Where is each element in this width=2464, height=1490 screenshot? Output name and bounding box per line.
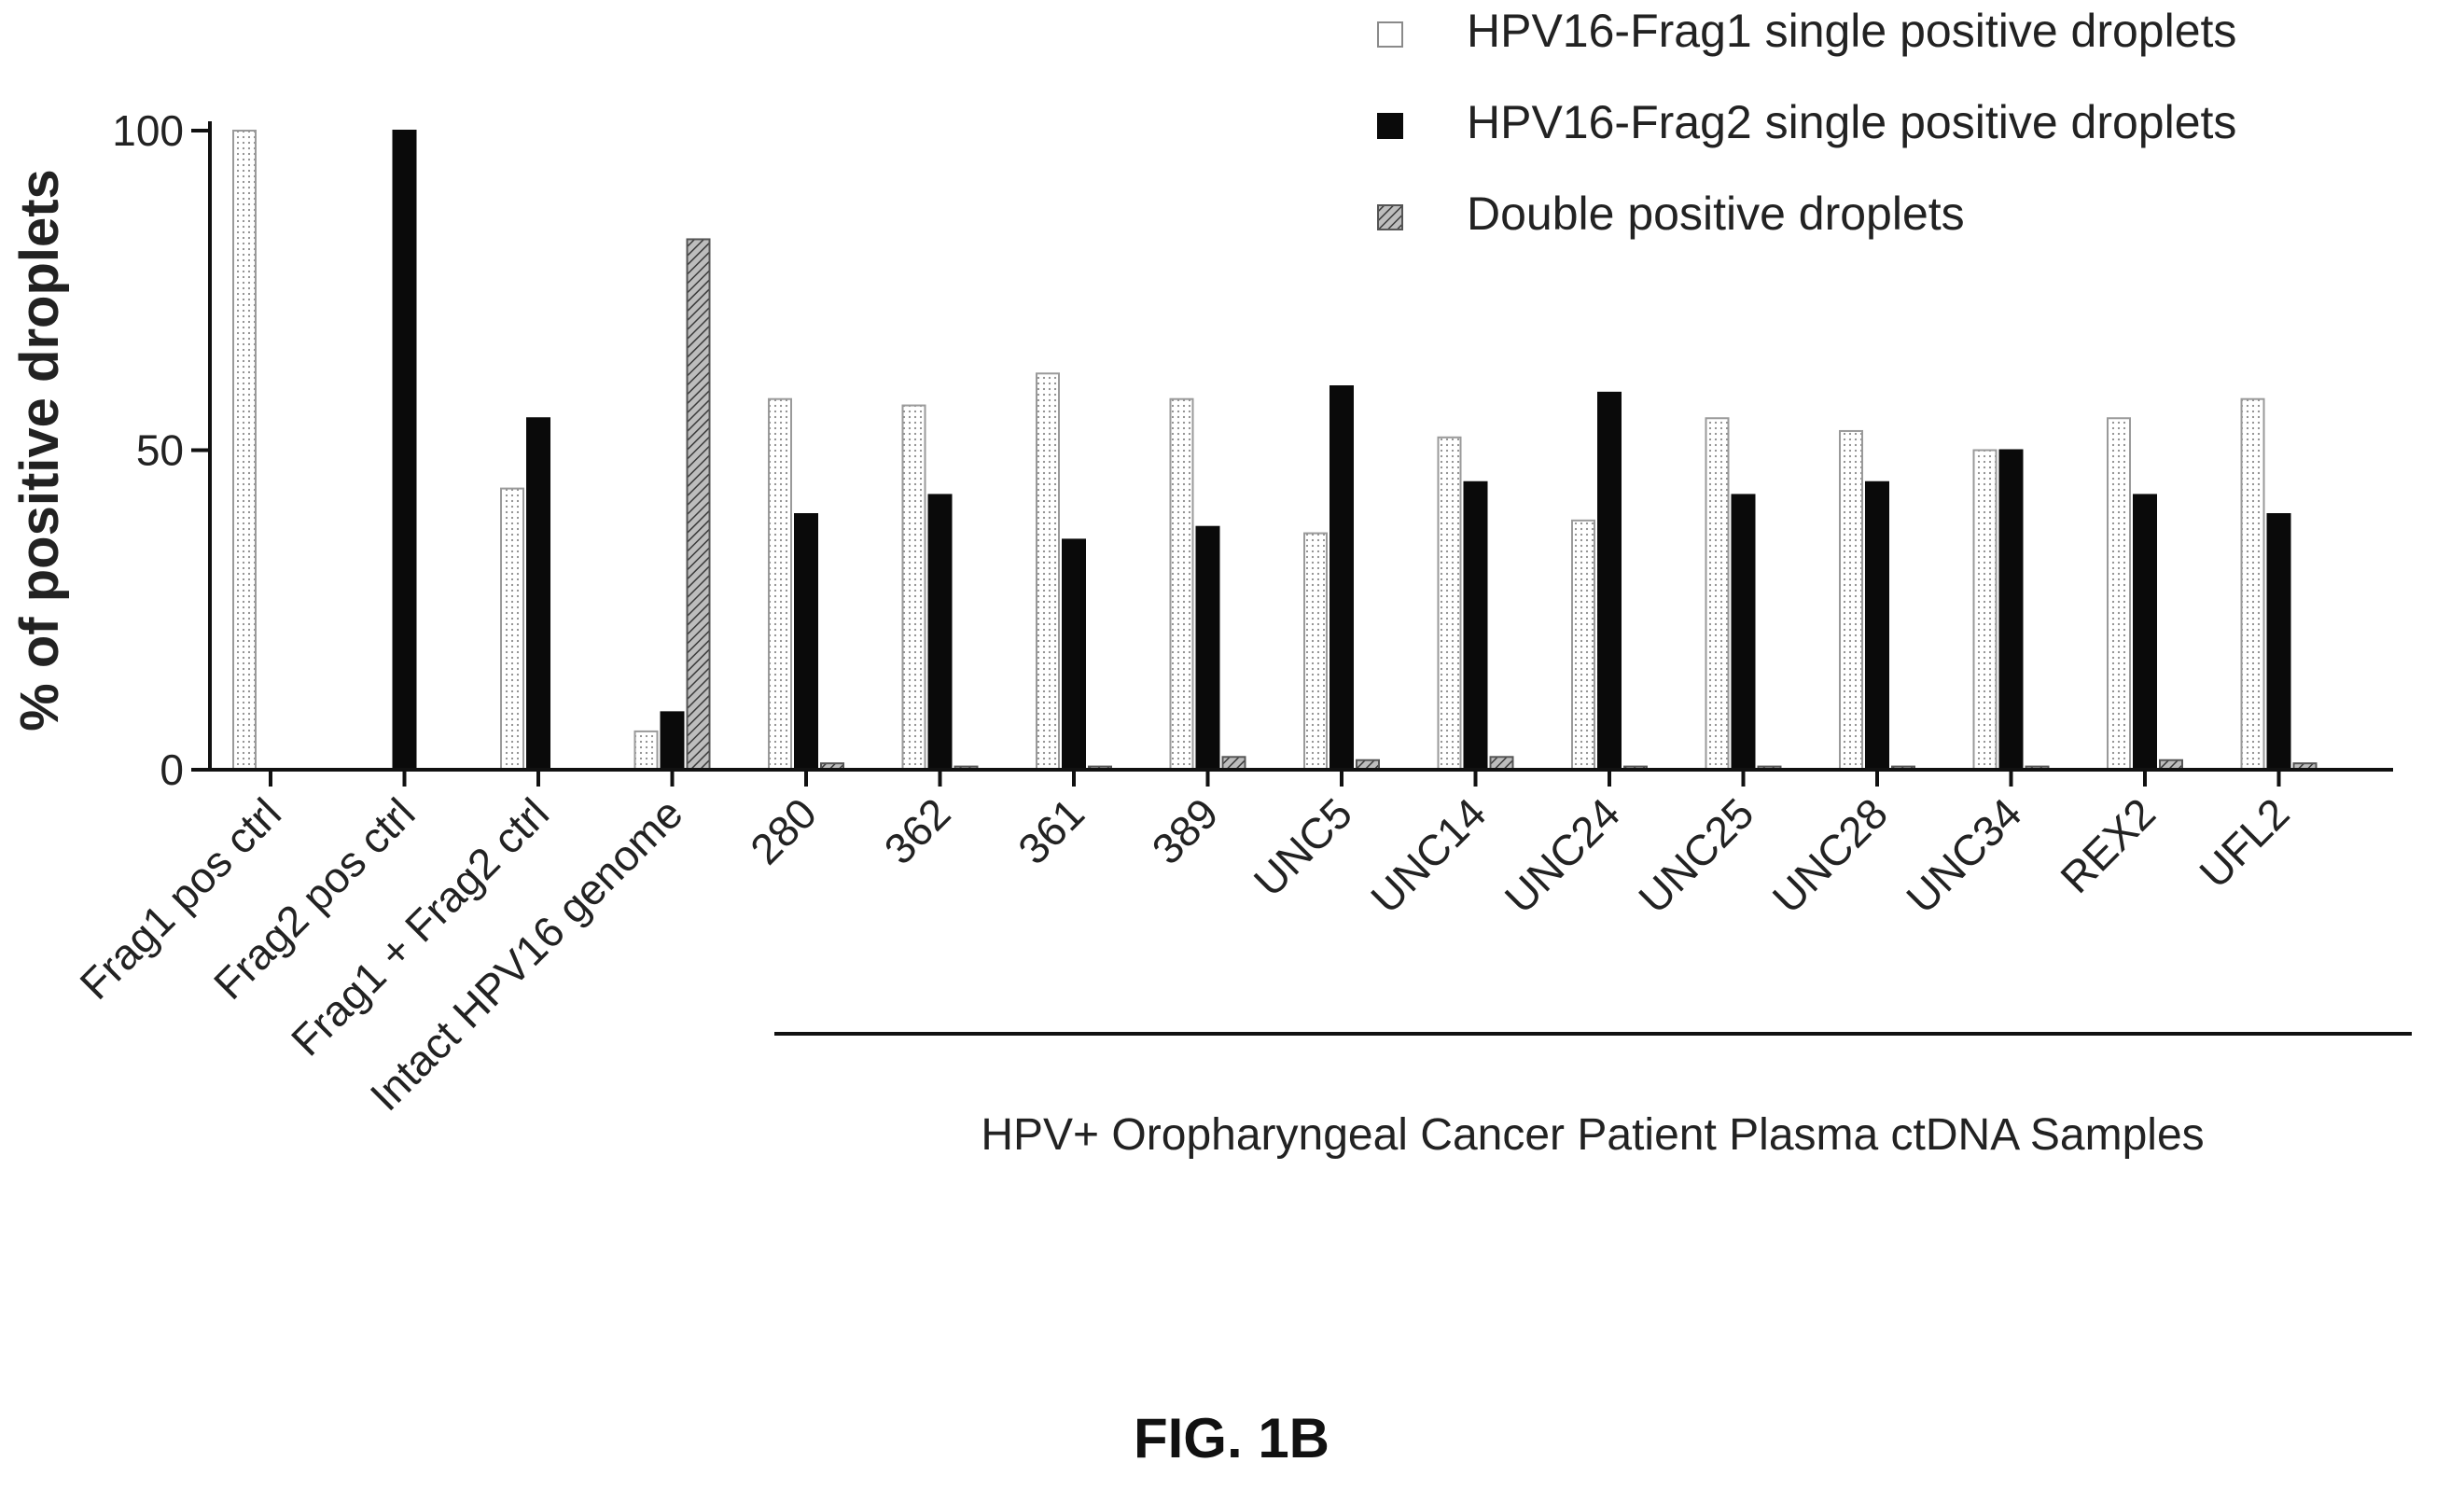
bar	[232, 130, 257, 771]
y-tick-label: 50	[136, 426, 184, 475]
bar	[1731, 494, 1756, 771]
x-tick-label: UNC14	[1361, 788, 1495, 922]
legend-swatch	[1377, 113, 1403, 139]
bar	[794, 513, 818, 771]
bar	[1463, 480, 1488, 771]
x-tick-label: UNC34	[1897, 788, 2030, 922]
bar	[1489, 756, 1514, 771]
bar	[2133, 494, 2157, 771]
legend-swatch	[1377, 21, 1403, 48]
x-tick-label: UNC25	[1629, 788, 1762, 922]
x-tick-label: 280	[741, 788, 826, 873]
bar	[1329, 385, 1354, 771]
bar	[2240, 397, 2265, 771]
bar	[2107, 417, 2131, 771]
bar	[392, 130, 417, 771]
bar	[686, 238, 711, 771]
group-label: HPV+ Oropharyngeal Cancer Patient Plasma…	[981, 1110, 2204, 1160]
bar	[1597, 391, 1622, 771]
legend-label: HPV16-Frag2 single positive droplets	[1467, 96, 2236, 148]
y-tick-label: 0	[160, 745, 184, 794]
x-tick-label: Frag1 + Frag2 ctrl	[282, 788, 558, 1065]
bar	[901, 404, 926, 771]
legend: HPV16-Frag1 single positive droplets HPV1…	[1377, 5, 2236, 240]
x-tick-label: 389	[1143, 788, 1228, 873]
bar	[633, 730, 659, 772]
bar	[1036, 372, 1060, 771]
figure-caption: FIG. 1B	[1134, 1407, 1329, 1469]
y-axis-title: % of positive droplets	[9, 169, 70, 731]
bar	[768, 397, 792, 771]
x-tick-label: REX2	[2051, 788, 2165, 902]
bar	[927, 494, 953, 771]
x-tick-label: UNC24	[1496, 788, 1629, 922]
bar	[1705, 417, 1730, 771]
legend-label: HPV16-Frag1 single positive droplets	[1467, 5, 2236, 57]
bar	[1169, 397, 1194, 771]
bar	[1839, 429, 1863, 771]
x-tick-label: 361	[1009, 788, 1093, 873]
bar	[1972, 449, 1998, 771]
x-tick-label: UFL2	[2190, 788, 2298, 897]
x-tick-label: 362	[875, 788, 960, 873]
legend-label: Double positive droplets	[1467, 188, 1965, 240]
bar	[1062, 538, 1086, 772]
bar	[1865, 480, 1889, 771]
bar	[660, 711, 685, 771]
bar	[1571, 519, 1595, 771]
bar	[1437, 436, 1462, 771]
bar	[526, 417, 550, 771]
y-tick-label: 100	[112, 106, 184, 155]
bar	[1998, 449, 2024, 771]
bar	[1303, 532, 1328, 771]
legend-swatch	[1377, 204, 1403, 230]
bar	[2266, 513, 2291, 771]
bar	[1195, 525, 1220, 771]
bar	[500, 487, 524, 771]
bar	[1221, 756, 1246, 771]
x-tick-label: UNC28	[1763, 788, 1897, 922]
x-tick-label: UNC5	[1245, 788, 1361, 905]
